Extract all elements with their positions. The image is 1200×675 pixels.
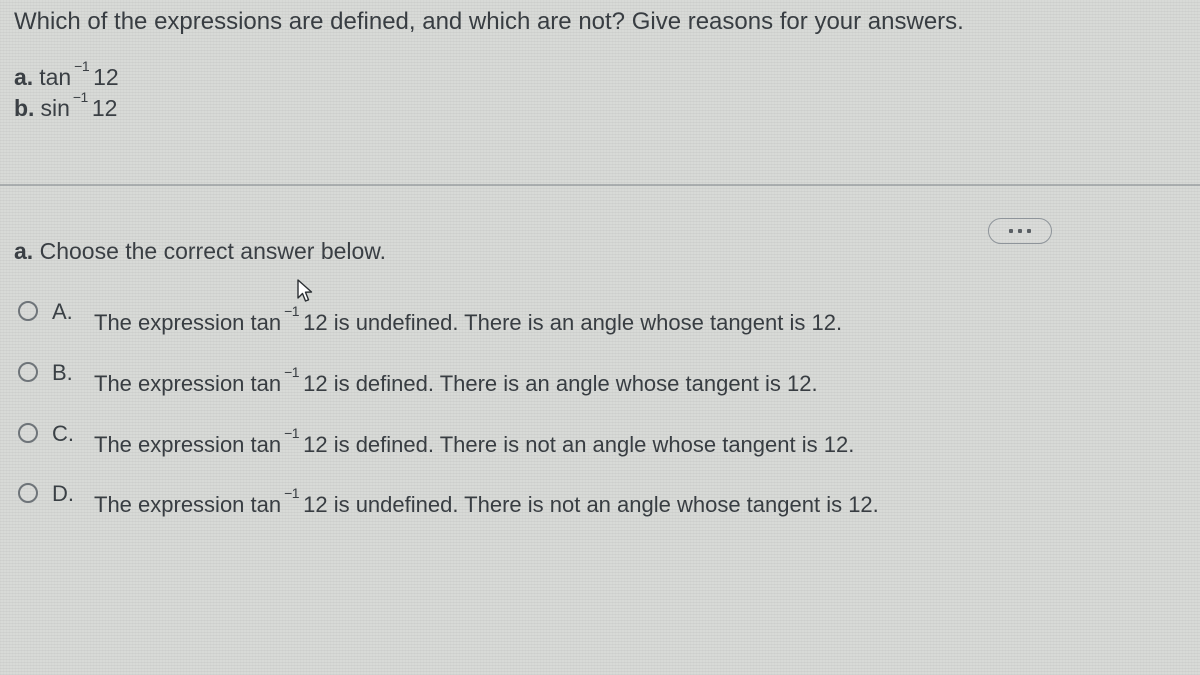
choice-c-pre: The expression: [94, 431, 251, 460]
cursor-icon: [296, 278, 316, 304]
expression-b-exp: −1: [73, 89, 88, 105]
choice-d-exp: −1: [284, 484, 299, 502]
choice-a-letter: A.: [52, 299, 80, 325]
choice-d-letter: D.: [52, 481, 80, 507]
expression-a-exp: −1: [74, 58, 89, 74]
choice-d-text: The expression tan −1 12 is undefined. T…: [94, 481, 879, 520]
expression-a: a. tan −1 12: [14, 64, 1186, 91]
choice-a-fn: tan: [251, 309, 282, 338]
radio-a[interactable]: [18, 301, 38, 321]
expression-b-label: b.: [14, 95, 34, 122]
ellipsis-dot-icon: [1027, 229, 1031, 233]
choice-d-pre: The expression: [94, 491, 251, 520]
choice-c-arg: 12: [303, 431, 327, 460]
expression-list: a. tan −1 12 b. sin −1 12: [14, 64, 1186, 122]
choice-a-post: is undefined. There is an angle whose ta…: [328, 309, 843, 338]
choice-b-exp: −1: [284, 363, 299, 381]
choice-b-post: is defined. There is an angle whose tang…: [328, 370, 818, 399]
expression-a-math: tan −1 12: [39, 64, 119, 91]
radio-c[interactable]: [18, 423, 38, 443]
choice-list: A. The expression tan −1 12 is undefined…: [14, 299, 1186, 519]
question-text: Which of the expressions are defined, an…: [14, 6, 1186, 38]
ellipsis-dot-icon: [1018, 229, 1022, 233]
expression-b-fn: sin: [40, 95, 69, 122]
choice-d-post: is undefined. There is not an angle whos…: [328, 491, 879, 520]
expression-b-arg: 12: [92, 95, 118, 122]
expression-b: b. sin −1 12: [14, 95, 1186, 122]
choice-a-exp-text: −1: [284, 303, 299, 319]
expression-a-fn: tan: [39, 64, 71, 91]
choice-a-exp: −1: [284, 302, 299, 320]
radio-b[interactable]: [18, 362, 38, 382]
part-a-text: Choose the correct answer below.: [40, 238, 386, 264]
part-a-label: a.: [14, 238, 33, 264]
choice-c-post: is defined. There is not an angle whose …: [328, 431, 855, 460]
expression-b-math: sin −1 12: [40, 95, 117, 122]
choice-b-fn: tan: [251, 370, 282, 399]
choice-c-text: The expression tan −1 12 is defined. The…: [94, 421, 854, 460]
choice-a-arg: 12: [303, 309, 327, 338]
radio-d[interactable]: [18, 483, 38, 503]
choice-c[interactable]: C. The expression tan −1 12 is defined. …: [18, 421, 1186, 460]
ellipsis-dot-icon: [1009, 229, 1013, 233]
choice-c-exp: −1: [284, 424, 299, 442]
choice-c-letter: C.: [52, 421, 80, 447]
choice-a-pre: The expression: [94, 309, 251, 338]
section-divider: [0, 184, 1200, 186]
expression-a-arg: 12: [93, 64, 119, 91]
choice-c-fn: tan: [251, 431, 282, 460]
choice-b-text: The expression tan −1 12 is defined. The…: [94, 360, 818, 399]
choice-b[interactable]: B. The expression tan −1 12 is defined. …: [18, 360, 1186, 399]
choice-d[interactable]: D. The expression tan −1 12 is undefined…: [18, 481, 1186, 520]
choice-b-pre: The expression: [94, 370, 251, 399]
choice-a[interactable]: A. The expression tan −1 12 is undefined…: [18, 299, 1186, 338]
choice-b-letter: B.: [52, 360, 80, 386]
choice-a-text: The expression tan −1 12 is undefined. T…: [94, 299, 842, 338]
expression-a-label: a.: [14, 64, 33, 91]
choice-b-arg: 12: [303, 370, 327, 399]
choice-d-fn: tan: [251, 491, 282, 520]
more-options-button[interactable]: [988, 218, 1052, 244]
choice-d-arg: 12: [303, 491, 327, 520]
